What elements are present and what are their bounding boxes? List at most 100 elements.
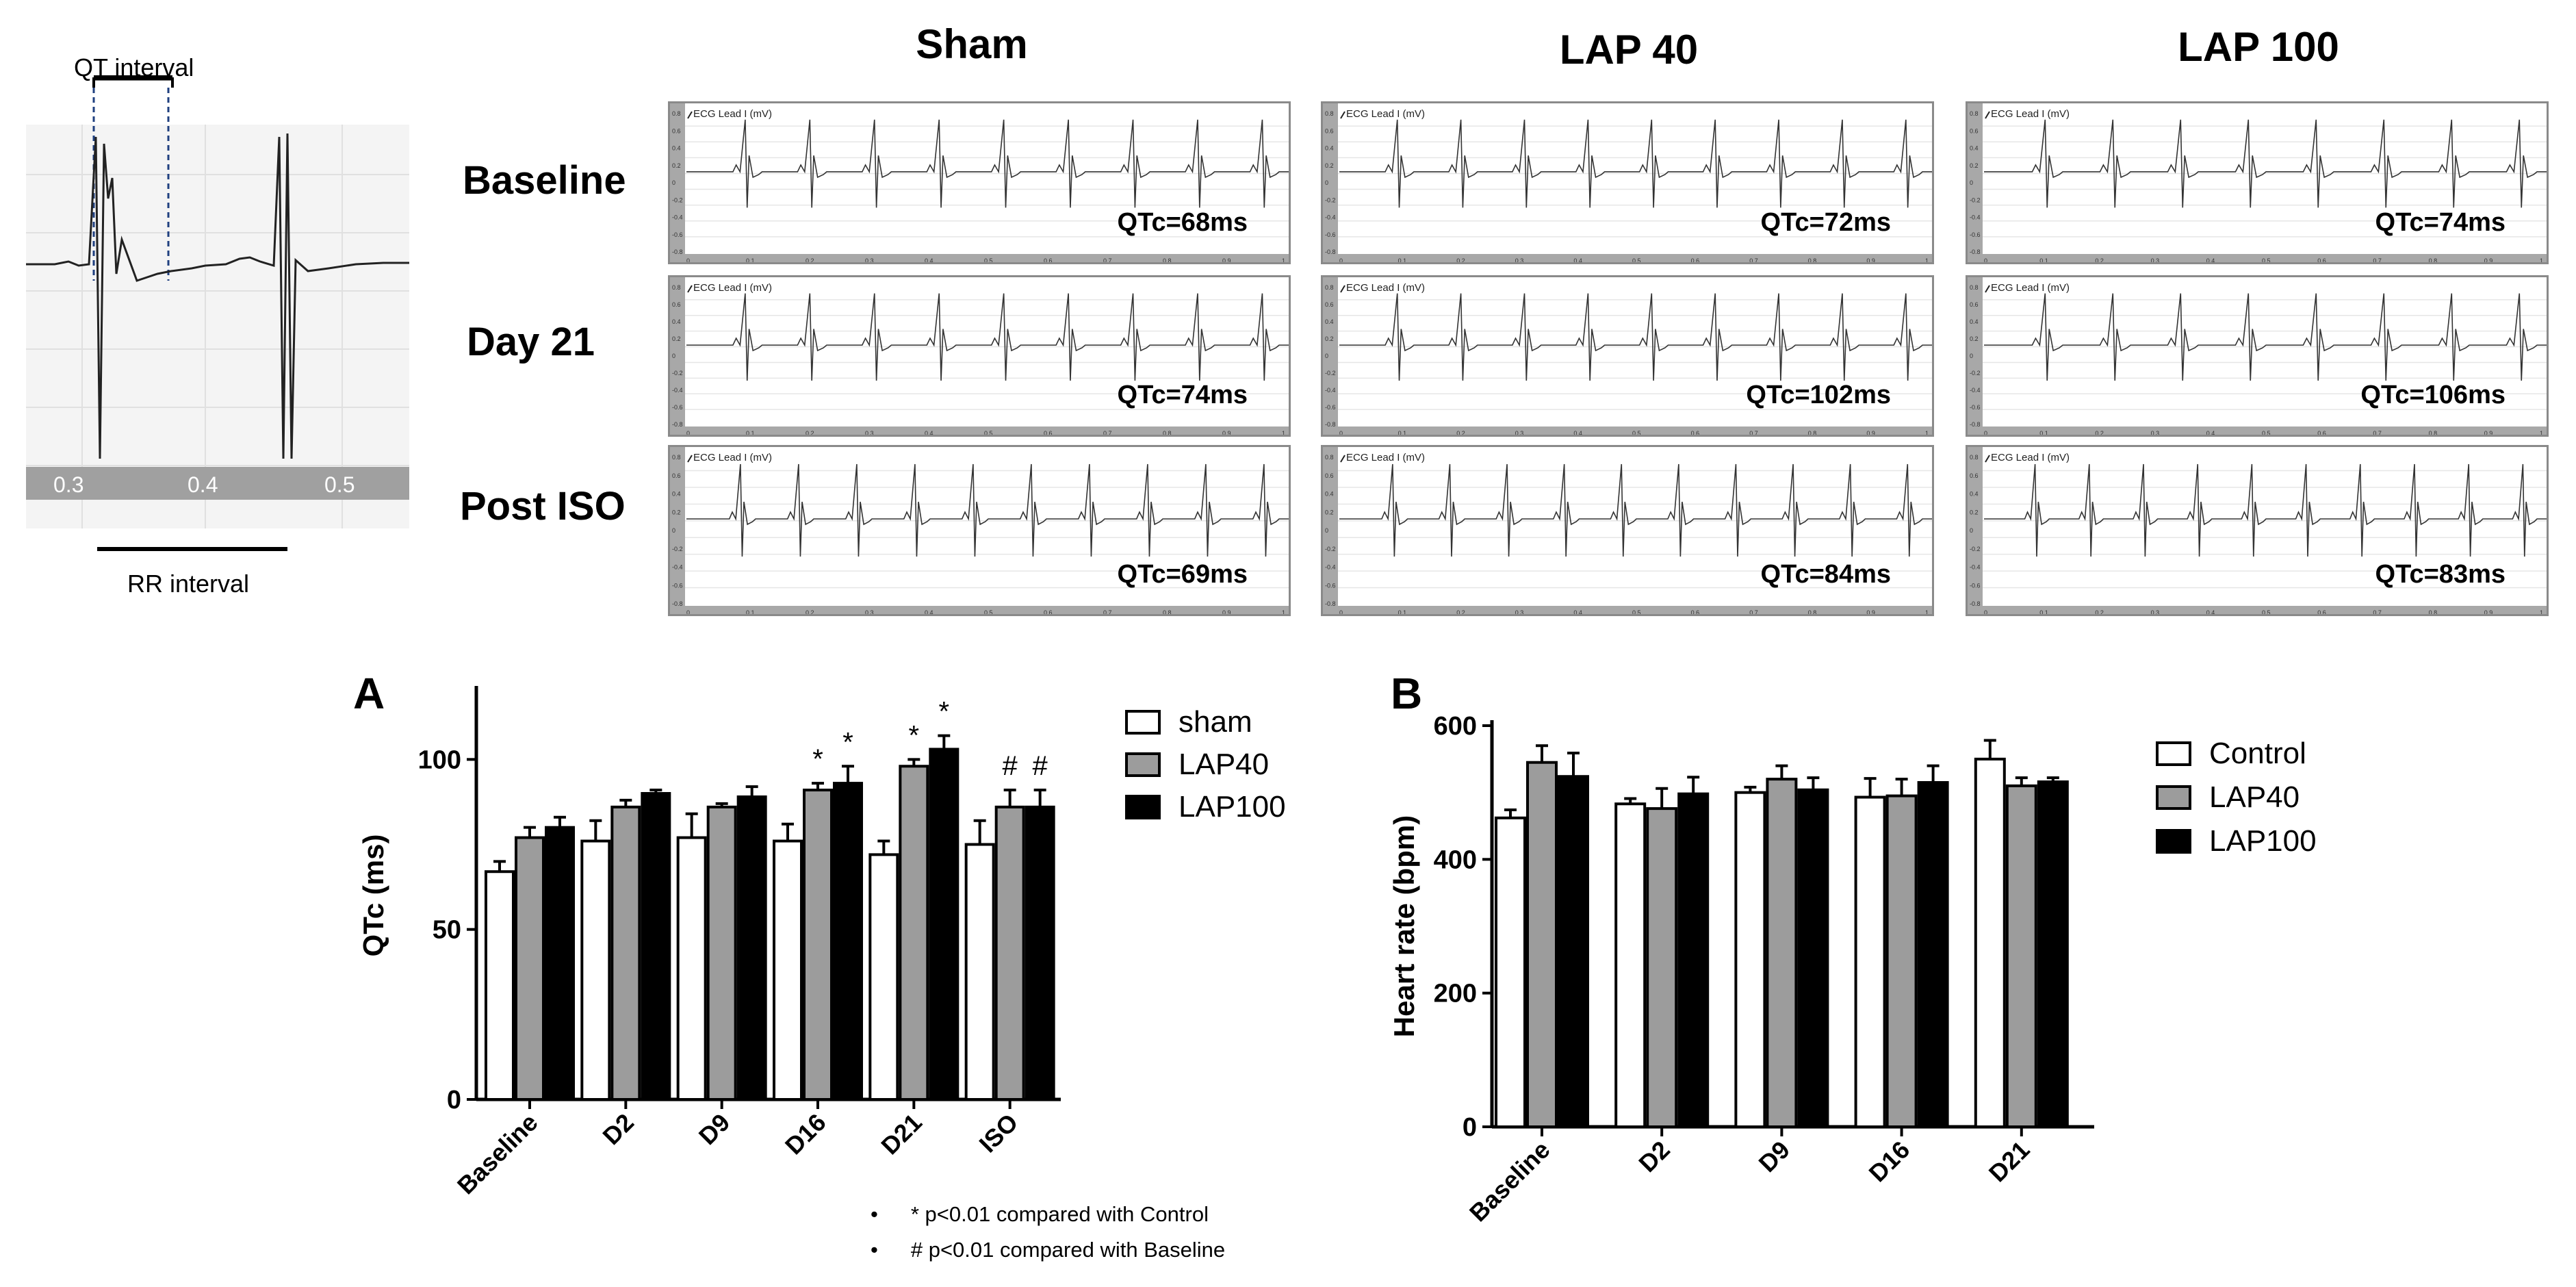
ecg-y-tick: 0.2 [672,335,681,342]
ecg-label-tick [687,111,693,119]
ecg-lead-label: ECG Lead I (mV) [693,108,772,120]
ecg-x-tick: 0.6 [1691,430,1700,437]
ecg-y-tick: -0.6 [1325,231,1336,238]
ecg-label-tick [1340,111,1345,119]
legend-swatch-lap100-b [2156,829,2191,854]
ecg-y-tick: -0.2 [1325,370,1336,377]
ecg-y-tick: -0.6 [1970,231,1981,238]
ecg-x-tick: 0.2 [1456,257,1465,264]
row-title-post-iso: Post ISO [460,484,626,528]
ecg-trace-svg: 0.80.60.40.20-0.2-0.4-0.6-0.80 0.1 0.2 0.3 0… [1323,103,1932,264]
ecg-x-tick: 0.1 [746,430,755,437]
ecg-x-tick: 0.5 [1632,609,1641,616]
chart-a-qtc: 0 50 100 QTc (ms) Baseline D2 D9 D16 * * D21 * * ISO #… [357,686,1061,1199]
bar-lap40 [1646,807,1678,1129]
ecg-x-tick: 0.9 [2484,430,2493,437]
ecg-y-strip [1968,447,1983,614]
schematic-trace [26,75,409,551]
ecg-y-tick: -0.4 [1970,214,1981,221]
ecg-x-tick: 0.7 [1749,257,1758,264]
bar-lap100 [1025,805,1055,1101]
ecg-panel: 0.8 0.6 0.4 0.2 0 -0.2 -0.4 -0.6 -0.8 0 0.1 0.2 0.3 0… [1321,101,1934,264]
ecg-panel: 0.8 0.6 0.4 0.2 0 -0.2 -0.4 -0.6 -0.8 0 0.1 0.2 0.3 0… [1966,445,2549,616]
ecg-y-tick: 0 [1970,179,1973,186]
ecg-y-strip [1968,103,1983,262]
ecg-trace [686,293,1289,381]
bar-lap40 [706,805,737,1101]
ecg-y-tick: 0.8 [672,110,681,117]
rr-interval-label: RR interval [127,570,250,598]
schematic-axis-bar [26,467,409,500]
ecg-y-strip [670,447,685,614]
ecg-y-tick: -0.6 [1970,582,1981,589]
ecg-y-tick: -0.8 [1325,421,1336,428]
ecg-x-tick: 0.9 [2484,609,2493,616]
ecg-lead-label: ECG Lead I (mV) [1991,282,2070,294]
ecg-x-tick: 0 [1339,609,1343,616]
ecg-y-tick: 0.6 [1970,127,1979,134]
legend-label-lap40-b: LAP40 [2209,780,2300,814]
ecg-y-tick: -0.2 [1970,546,1981,552]
ecg-x-tick: 0.8 [1163,430,1172,437]
legend-swatch-sham [1125,710,1161,735]
ecg-y-tick: -0.2 [1325,546,1336,552]
ecg-x-tick: 0.5 [1632,257,1641,264]
ecg-y-tick: -0.8 [672,421,683,428]
bar-control [1974,757,2006,1129]
ecg-y-tick: 0.2 [672,162,681,169]
bar-control [1495,816,1526,1128]
ecg-trace [1339,293,1932,381]
ecg-trace-svg: 0.80.60.40.20-0.2-0.4-0.6-0.80 0.1 0.2 0.3 0… [1323,277,1932,437]
bar-sham [964,843,995,1101]
ecg-x-strip [670,606,1289,614]
ecg-x-tick: 0.8 [1163,609,1172,616]
ecg-x-tick: 1 [2540,257,2543,264]
ecg-x-tick: 0.9 [1866,257,1875,264]
ecg-y-strip [670,277,685,435]
ecg-x-tick: 0.1 [1398,257,1407,264]
ecg-y-strip [670,103,685,262]
y-axis-label: QTc (ms) [357,834,389,957]
ecg-panel: 0.8 0.6 0.4 0.2 0 -0.2 -0.4 -0.6 -0.8 0 0.1 0.2 0.3 0… [668,101,1291,264]
ecg-x-tick: 0.8 [1163,257,1172,264]
ecg-x-tick: 0.1 [1398,609,1407,616]
ecg-y-tick: 0.8 [1325,454,1334,461]
ecg-y-tick: 0.2 [1325,162,1334,169]
footnote-star-text: * p<0.01 compared with Control [910,1202,1209,1226]
ecg-x-strip [1323,254,1932,262]
legend-item-control: Control [2156,737,2306,771]
qtc-value: QTc=69ms [1117,560,1248,589]
ecg-y-tick: 0 [1970,353,1973,359]
ecg-trace [1984,119,2547,208]
bar-lap100 [641,792,671,1101]
ecg-trace-svg: 0.80.60.40.20-0.2-0.4-0.6-0.80 0.1 0.2 0.3 0… [670,277,1289,437]
ecg-x-tick: 0.6 [2317,430,2326,437]
ecg-y-tick: -0.2 [672,196,683,203]
ecg-x-tick: 0.9 [1866,609,1875,616]
legend-item-lap40-b: LAP40 [2156,780,2300,815]
x-tick-label: D16 [1864,1136,1916,1188]
footnote-bullet-icon: • [871,1238,878,1262]
column-title-lap100: LAP 100 [2178,24,2339,70]
ecg-x-tick: 0.7 [1103,430,1112,437]
ecg-panel: 0.8 0.6 0.4 0.2 0 -0.2 -0.4 -0.6 -0.8 0 0.1 0.2 0.3 0… [1966,101,2549,264]
ecg-x-tick: 0 [1984,257,1987,264]
ecg-x-tick: 0 [1984,609,1987,616]
ecg-x-tick: 0 [686,609,690,616]
ecg-x-tick: 0 [1339,430,1343,437]
ecg-trace-svg: 0.80.60.40.20-0.2-0.4-0.6-0.80 0.1 0.2 0.3 0… [1323,447,1932,616]
ecg-y-tick: 0.4 [1325,491,1334,498]
bar-lap40 [803,789,833,1101]
ecg-x-tick: 1 [1925,430,1929,437]
ecg-x-tick: 1 [1925,609,1929,616]
ecg-trace [1984,293,2547,381]
ecg-y-tick: 0.2 [1970,162,1979,169]
bar-lap100 [545,826,575,1101]
ecg-y-tick: 0.6 [1325,301,1334,308]
ecg-x-tick: 0.2 [2095,257,2104,264]
ecg-x-tick: 1 [2540,609,2543,616]
ecg-y-tick: -0.2 [672,546,683,552]
ecg-x-tick: 0.4 [1573,430,1582,437]
ecg-x-tick: 0.3 [865,609,874,616]
ecg-x-strip [670,426,1289,435]
